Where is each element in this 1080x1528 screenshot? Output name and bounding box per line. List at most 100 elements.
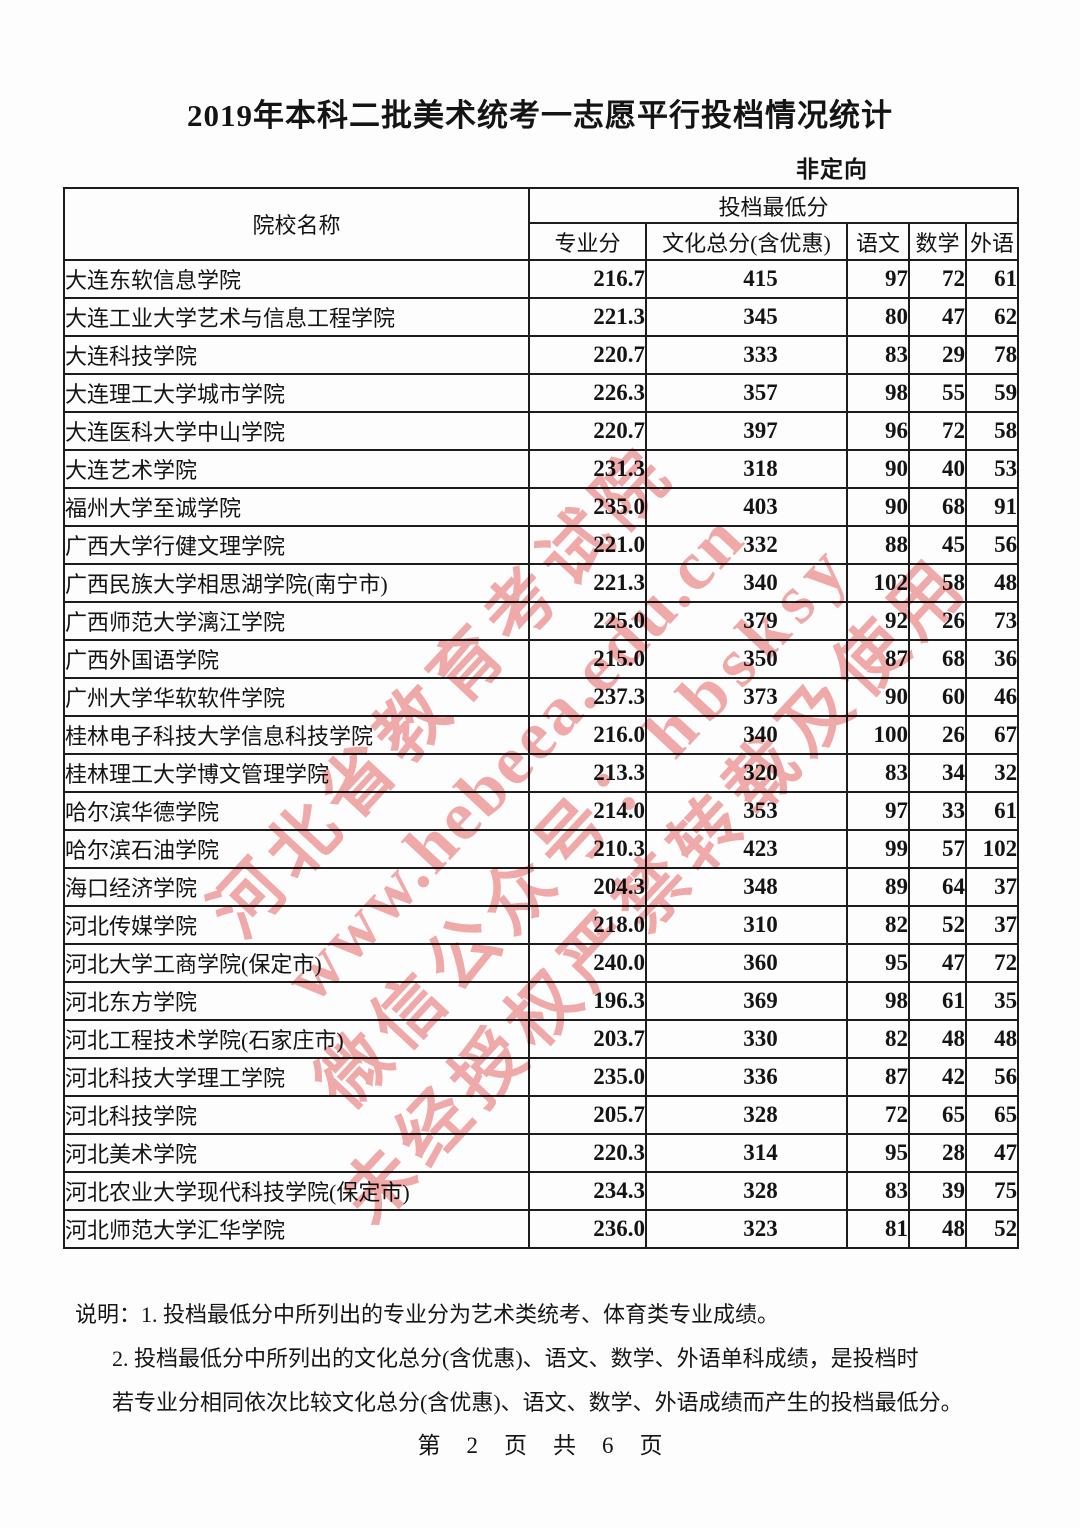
table-row: 哈尔滨石油学院 210.3 423 99 57 102 xyxy=(63,829,1020,869)
foreign-score-cell: 37 xyxy=(964,905,1020,945)
culture-total-cell: 345 xyxy=(645,297,848,337)
header-min-filing-score-group: 投档最低分 xyxy=(527,187,1020,224)
foreign-score-cell: 52 xyxy=(964,1209,1020,1249)
foreign-score-cell: 36 xyxy=(964,639,1020,679)
culture-total-cell: 379 xyxy=(645,601,848,641)
chinese-score-cell: 87 xyxy=(846,639,910,679)
math-score-cell: 72 xyxy=(908,259,967,299)
chinese-score-cell: 88 xyxy=(846,525,910,565)
admission-scores-table: 院校名称 投档最低分 专业分 文化总分(含优惠) 语文 数学 外语 大连东软信息… xyxy=(63,187,1020,1249)
notes-block: 说明：1. 投档最低分中所列出的专业分为艺术类统考、体育类专业成绩。 2. 投档… xyxy=(75,1293,963,1425)
school-name-cell: 哈尔滨石油学院 xyxy=(63,829,530,869)
culture-total-cell: 323 xyxy=(645,1209,848,1249)
math-score-cell: 26 xyxy=(908,715,967,755)
chinese-score-cell: 82 xyxy=(846,1019,910,1059)
orientation-label: 非定向 xyxy=(796,157,868,182)
math-score-cell: 29 xyxy=(908,335,967,375)
table-row: 河北工程技术学院(石家庄市) 203.7 330 82 48 48 xyxy=(63,1019,1020,1059)
table-row: 河北东方学院 196.3 369 98 61 35 xyxy=(63,981,1020,1021)
school-name-cell: 桂林理工大学博文管理学院 xyxy=(63,753,530,793)
footer-total-number: 6 xyxy=(602,1433,614,1458)
table-row: 大连艺术学院 231.3 318 90 40 53 xyxy=(63,449,1020,489)
culture-total-cell: 340 xyxy=(645,715,848,755)
table-row: 桂林理工大学博文管理学院 213.3 320 83 34 32 xyxy=(63,753,1020,793)
table-header-row-2: 专业分 文化总分(含优惠) 语文 数学 外语 xyxy=(64,222,1020,261)
page-title: 2019年本科二批美术统考一志愿平行投档情况统计 xyxy=(187,98,893,133)
foreign-score-cell: 53 xyxy=(964,449,1020,489)
culture-total-cell: 423 xyxy=(645,829,848,869)
school-name-cell: 海口经济学院 xyxy=(63,867,530,907)
culture-total-cell: 340 xyxy=(645,563,848,603)
culture-total-cell: 330 xyxy=(645,1019,848,1059)
math-score-cell: 64 xyxy=(908,867,967,907)
school-name-cell: 桂林电子科技大学信息科技学院 xyxy=(63,715,530,755)
chinese-score-cell: 97 xyxy=(846,791,910,831)
culture-total-cell: 369 xyxy=(645,981,848,1021)
school-name-cell: 大连医科大学中山学院 xyxy=(63,411,530,451)
header-chinese: 语文 xyxy=(846,222,910,261)
school-name-cell: 广西师范大学漓江学院 xyxy=(63,601,530,641)
culture-total-cell: 357 xyxy=(645,373,848,413)
culture-total-cell: 403 xyxy=(645,487,848,527)
school-name-cell: 大连工业大学艺术与信息工程学院 xyxy=(63,297,530,337)
foreign-score-cell: 56 xyxy=(964,525,1020,565)
school-name-cell: 广西外国语学院 xyxy=(63,639,530,679)
major-score-cell: 236.0 xyxy=(528,1209,647,1249)
culture-total-cell: 314 xyxy=(645,1133,848,1173)
major-score-cell: 225.0 xyxy=(528,601,647,641)
culture-total-cell: 415 xyxy=(645,259,848,299)
chinese-score-cell: 100 xyxy=(846,715,910,755)
table-row: 大连科技学院 220.7 333 83 29 78 xyxy=(63,335,1020,375)
table-row: 河北大学工商学院(保定市) 240.0 360 95 47 72 xyxy=(63,943,1020,983)
major-score-cell: 220.7 xyxy=(528,335,647,375)
foreign-score-cell: 67 xyxy=(964,715,1020,755)
major-score-cell: 216.0 xyxy=(528,715,647,755)
chinese-score-cell: 96 xyxy=(846,411,910,451)
major-score-cell: 210.3 xyxy=(528,829,647,869)
footer-page-label: 页 xyxy=(504,1433,527,1458)
math-score-cell: 48 xyxy=(908,1019,967,1059)
chinese-score-cell: 80 xyxy=(846,297,910,337)
header-culture-total: 文化总分(含优惠) xyxy=(645,222,848,261)
math-score-cell: 40 xyxy=(908,449,967,489)
table-row: 河北农业大学现代科技学院(保定市) 234.3 328 83 39 75 xyxy=(63,1171,1020,1211)
math-score-cell: 47 xyxy=(908,297,967,337)
culture-total-cell: 336 xyxy=(645,1057,848,1097)
foreign-score-cell: 37 xyxy=(964,867,1020,907)
table-row: 河北美术学院 220.3 314 95 28 47 xyxy=(63,1133,1020,1173)
footer-of-label: 共 xyxy=(553,1433,576,1458)
chinese-score-cell: 95 xyxy=(846,1133,910,1173)
chinese-score-cell: 83 xyxy=(846,1171,910,1211)
major-score-cell: 221.3 xyxy=(528,563,647,603)
major-score-cell: 205.7 xyxy=(528,1095,647,1135)
foreign-score-cell: 48 xyxy=(964,563,1020,603)
school-name-cell: 哈尔滨华德学院 xyxy=(63,791,530,831)
culture-total-cell: 310 xyxy=(645,905,848,945)
math-score-cell: 58 xyxy=(908,563,967,603)
culture-total-cell: 397 xyxy=(645,411,848,451)
note-line-3: 若专业分相同依次比较文化总分(含优惠)、语文、数学、外语成绩而产生的投档最低分。 xyxy=(112,1390,963,1415)
math-score-cell: 26 xyxy=(908,601,967,641)
chinese-score-cell: 87 xyxy=(846,1057,910,1097)
foreign-score-cell: 78 xyxy=(964,335,1020,375)
major-score-cell: 234.3 xyxy=(528,1171,647,1211)
major-score-cell: 226.3 xyxy=(528,373,647,413)
school-name-cell: 大连艺术学院 xyxy=(63,449,530,489)
table-row: 福州大学至诚学院 235.0 403 90 68 91 xyxy=(63,487,1020,527)
school-name-cell: 广州大学华软软件学院 xyxy=(63,677,530,717)
math-score-cell: 34 xyxy=(908,753,967,793)
foreign-score-cell: 75 xyxy=(964,1171,1020,1211)
school-name-cell: 大连科技学院 xyxy=(63,335,530,375)
foreign-score-cell: 91 xyxy=(964,487,1020,527)
table-row: 广西大学行健文理学院 221.0 332 88 45 56 xyxy=(63,525,1020,565)
major-score-cell: 218.0 xyxy=(528,905,647,945)
math-score-cell: 39 xyxy=(908,1171,967,1211)
school-name-cell: 河北美术学院 xyxy=(63,1133,530,1173)
foreign-score-cell: 59 xyxy=(964,373,1020,413)
math-score-cell: 68 xyxy=(908,487,967,527)
footer-prefix: 第 xyxy=(417,1433,441,1458)
math-score-cell: 47 xyxy=(908,943,967,983)
major-score-cell: 215.0 xyxy=(528,639,647,679)
chinese-score-cell: 90 xyxy=(846,449,910,489)
